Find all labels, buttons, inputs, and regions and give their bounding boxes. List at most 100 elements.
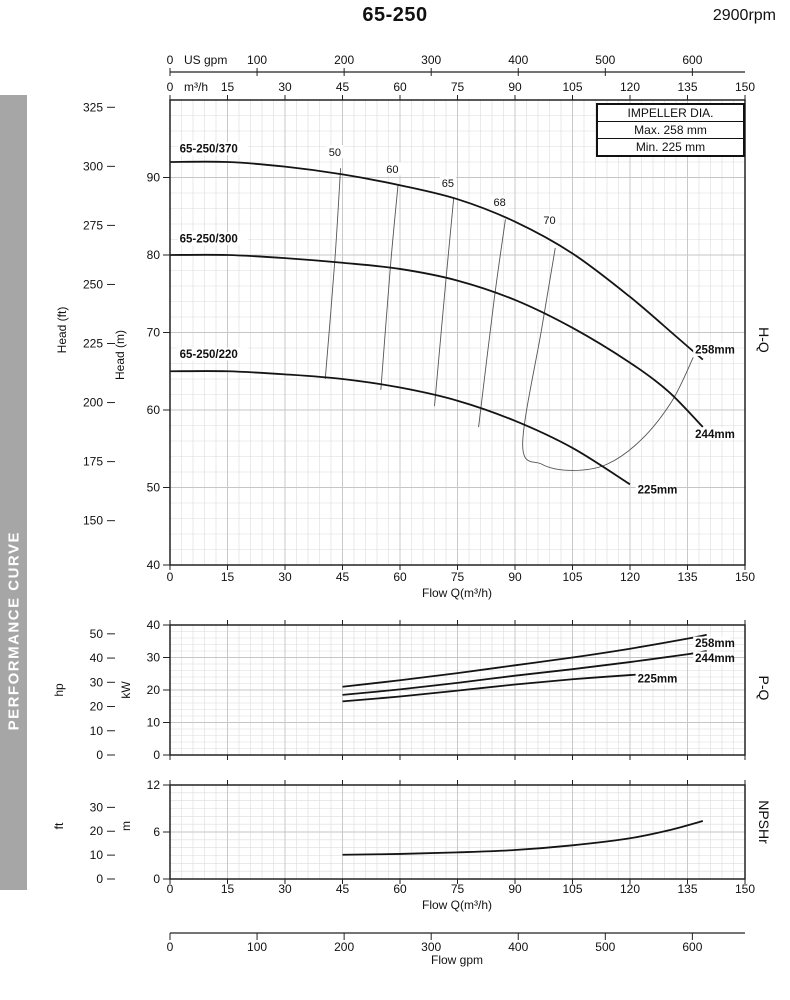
svg-text:0: 0 xyxy=(167,53,174,67)
section-label-npshr: NPSHr xyxy=(756,800,772,844)
svg-text:200: 200 xyxy=(334,940,354,954)
svg-text:600: 600 xyxy=(682,53,702,67)
svg-text:120: 120 xyxy=(620,80,640,94)
svg-text:244mm: 244mm xyxy=(695,653,735,665)
flow-q-caption-hq: Flow Q(m³/h) xyxy=(422,586,492,600)
svg-text:40: 40 xyxy=(147,618,161,632)
svg-text:68: 68 xyxy=(494,197,506,209)
svg-text:400: 400 xyxy=(508,940,528,954)
svg-text:60: 60 xyxy=(386,164,398,176)
svg-text:0: 0 xyxy=(153,872,160,886)
impeller-dia-max: Max. 258 mm xyxy=(598,122,743,139)
impeller-dia-min: Min. 225 mm xyxy=(635,140,706,154)
axis-label-head-m: Head (m) xyxy=(113,329,127,381)
sidebar-label: PERFORMANCE CURVE xyxy=(5,530,22,730)
svg-text:40: 40 xyxy=(147,558,161,572)
svg-text:50: 50 xyxy=(90,627,104,641)
svg-text:300: 300 xyxy=(421,940,441,954)
svg-text:30: 30 xyxy=(147,651,161,665)
svg-text:30: 30 xyxy=(278,570,292,584)
svg-text:400: 400 xyxy=(508,53,528,67)
flow-gpm-caption: Flow gpm xyxy=(430,953,484,967)
svg-text:15: 15 xyxy=(221,882,235,896)
svg-text:65-250/220: 65-250/220 xyxy=(180,349,238,361)
svg-text:120: 120 xyxy=(620,882,640,896)
section-label-pq: P-Q xyxy=(756,675,772,701)
svg-text:45: 45 xyxy=(336,80,350,94)
svg-text:90: 90 xyxy=(508,80,522,94)
svg-text:225mm: 225mm xyxy=(638,674,678,686)
svg-text:275: 275 xyxy=(83,218,103,232)
svg-text:30: 30 xyxy=(278,80,292,94)
svg-text:258mm: 258mm xyxy=(695,638,735,650)
axis-label-hp: hp xyxy=(52,683,66,697)
flow-q-caption-npshr: Flow Q(m³/h) xyxy=(422,898,492,912)
svg-text:75: 75 xyxy=(451,570,465,584)
svg-text:20: 20 xyxy=(90,824,104,838)
svg-text:0: 0 xyxy=(167,882,174,896)
svg-text:0: 0 xyxy=(167,80,174,94)
svg-text:200: 200 xyxy=(83,396,103,410)
svg-text:12: 12 xyxy=(147,778,161,792)
svg-text:40: 40 xyxy=(90,651,104,665)
svg-text:150: 150 xyxy=(735,570,755,584)
svg-text:100: 100 xyxy=(247,940,267,954)
svg-text:30: 30 xyxy=(278,882,292,896)
impeller-dia-box: IMPELLER DIA. Max. 258 mm Min. 225 mm xyxy=(596,103,745,157)
section-label-hq: H-Q xyxy=(756,327,772,353)
svg-text:135: 135 xyxy=(677,570,697,584)
svg-text:70: 70 xyxy=(543,215,555,227)
svg-text:15: 15 xyxy=(221,80,235,94)
svg-text:80: 80 xyxy=(147,248,161,262)
axis-label-ft: ft xyxy=(52,822,66,830)
svg-text:15: 15 xyxy=(221,570,235,584)
svg-text:175: 175 xyxy=(83,455,103,469)
svg-text:200: 200 xyxy=(334,53,354,67)
svg-text:20: 20 xyxy=(90,700,104,714)
svg-text:65-250/300: 65-250/300 xyxy=(180,234,238,246)
svg-text:135: 135 xyxy=(677,882,697,896)
svg-text:258mm: 258mm xyxy=(695,344,735,356)
svg-text:244mm: 244mm xyxy=(695,429,735,441)
m3h-unit-label: m³/h xyxy=(184,80,208,94)
svg-text:100: 100 xyxy=(247,53,267,67)
svg-text:0: 0 xyxy=(167,570,174,584)
svg-text:60: 60 xyxy=(393,882,407,896)
svg-text:0: 0 xyxy=(96,872,103,886)
svg-text:45: 45 xyxy=(336,882,350,896)
svg-text:10: 10 xyxy=(147,716,161,730)
svg-text:70: 70 xyxy=(147,326,161,340)
axis-label-head-ft: Head (ft) xyxy=(55,306,69,354)
svg-text:20: 20 xyxy=(147,683,161,697)
svg-text:10: 10 xyxy=(90,724,104,738)
svg-text:60: 60 xyxy=(393,80,407,94)
svg-text:65-250/370: 65-250/370 xyxy=(180,144,238,156)
svg-text:225mm: 225mm xyxy=(638,485,678,497)
svg-text:105: 105 xyxy=(562,570,582,584)
svg-text:60: 60 xyxy=(393,570,407,584)
svg-text:250: 250 xyxy=(83,277,103,291)
svg-text:0: 0 xyxy=(153,748,160,762)
svg-text:135: 135 xyxy=(677,80,697,94)
svg-text:0: 0 xyxy=(167,940,174,954)
svg-text:150: 150 xyxy=(83,514,103,528)
performance-curve-sidebar: PERFORMANCE CURVE xyxy=(0,95,27,890)
svg-text:500: 500 xyxy=(595,53,615,67)
svg-text:45: 45 xyxy=(336,570,350,584)
svg-text:150: 150 xyxy=(735,882,755,896)
svg-text:65: 65 xyxy=(442,178,454,190)
svg-text:50: 50 xyxy=(147,481,161,495)
svg-text:90: 90 xyxy=(147,171,161,185)
svg-text:90: 90 xyxy=(508,570,522,584)
svg-text:6: 6 xyxy=(153,825,160,839)
svg-text:300: 300 xyxy=(421,53,441,67)
rpm-label: 2900rpm xyxy=(712,7,776,24)
svg-text:75: 75 xyxy=(451,882,465,896)
svg-text:60: 60 xyxy=(147,403,161,417)
svg-text:50: 50 xyxy=(329,147,341,159)
axis-label-kw: kW xyxy=(119,681,133,699)
svg-text:30: 30 xyxy=(90,675,104,689)
svg-text:105: 105 xyxy=(562,80,582,94)
